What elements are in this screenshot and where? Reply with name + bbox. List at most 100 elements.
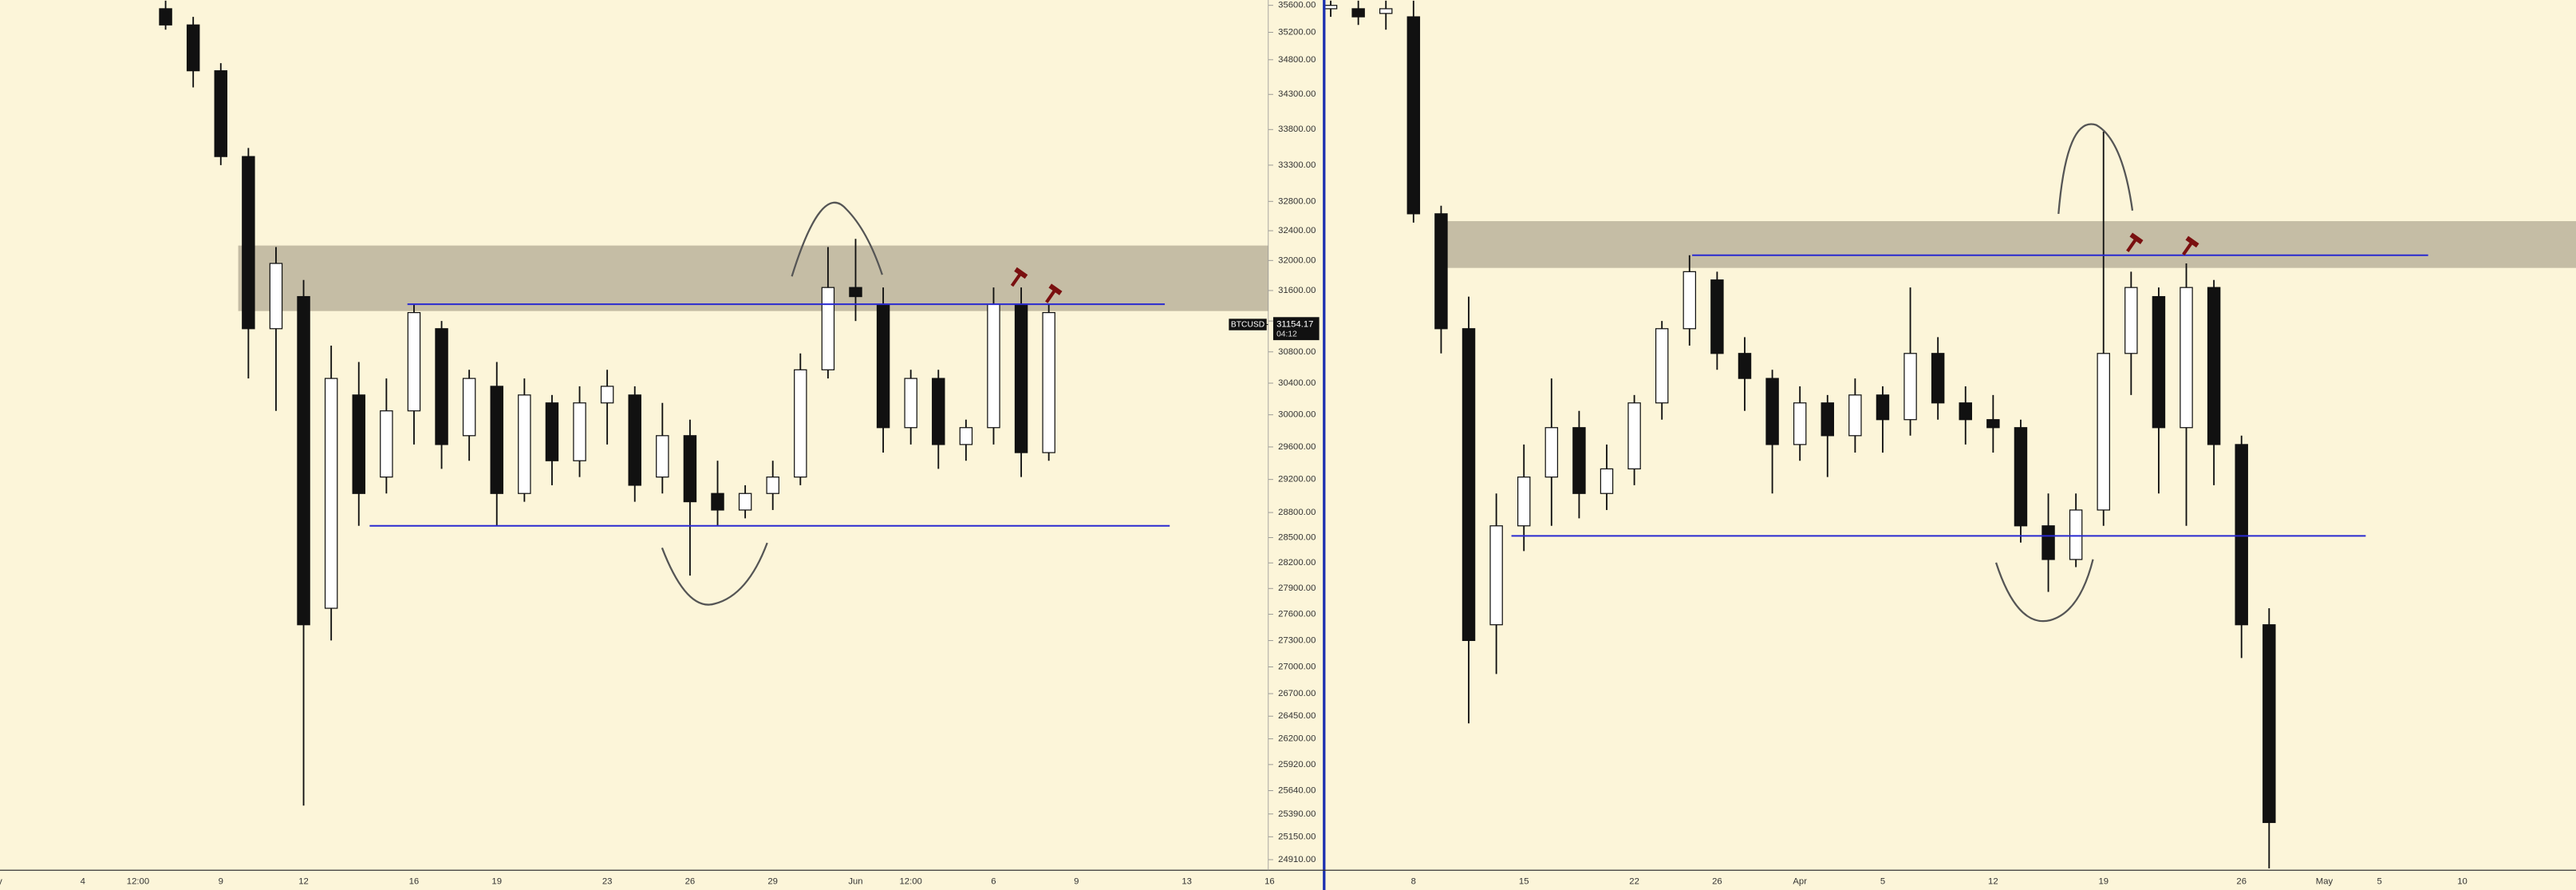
y-tick-label: 26200.00 [1278,734,1316,744]
y-tick-label: 25640.00 [1278,785,1316,795]
supply-zone [1446,221,2576,268]
x-tick-label: 26 [2236,877,2247,887]
y-tick-label: 25920.00 [1278,760,1316,769]
x-tick-label: 12 [1988,877,1998,887]
candle-body [932,378,945,445]
hammer-icon [2182,235,2199,256]
x-tick-label: 8 [1411,877,1416,887]
symbol-tag [1229,318,1267,330]
hammer-icons [1010,232,2199,303]
y-tick-label: 34300.00 [1278,89,1316,99]
candle-body [1793,402,1807,445]
x-tick-label: Jun [848,877,862,887]
hammer-icon [1045,283,1063,303]
candle-body [242,156,255,330]
y-tick-label: 32400.00 [1278,226,1316,235]
price-tag-label: 31154.17 [1276,320,1313,330]
candle-body [1042,311,1055,453]
y-tick-label: 31600.00 [1278,286,1316,295]
y-tick-label: 33300.00 [1278,160,1316,170]
hammer-icon [1010,267,1028,287]
drawn-arc [791,201,883,277]
candle-body [1600,468,1614,494]
x-tick-label: May [2316,877,2333,887]
y-tick-label: 27600.00 [1278,610,1316,619]
candle-body [1655,328,1669,404]
candle-body [2207,287,2221,445]
y-tick-label: 26700.00 [1278,689,1316,698]
x-tick-label: 19 [491,877,502,887]
candle-body [1903,353,1917,421]
candle-body [1462,328,1476,642]
candle-body [2152,295,2166,429]
candle-body [518,394,531,494]
candle-body [1959,402,1972,421]
candle-body [159,8,172,26]
plot: 35600.00 35200.00 34800.00 34300.00 33800.00… [0,1,2468,887]
drawn-arc [2057,123,2134,215]
countdown-label: 04:12 [1276,330,1297,339]
candle-body [297,295,310,626]
x-tick-label: 9 [1074,877,1079,887]
x-tick-label: y [0,877,2,887]
candle-body [352,394,365,494]
candle-body [407,311,421,412]
x-tick-label: 4 [81,877,85,887]
x-tick-label: 23 [602,877,613,887]
candle-body [959,427,973,445]
y-tick-label: 28500.00 [1278,532,1316,542]
x-tick-label: 5 [1880,877,1885,887]
candle-body [1931,353,1945,404]
y-tick-label: 34800.00 [1278,55,1316,65]
y-tick-label: 25390.00 [1278,809,1316,819]
y-tick-label: 29200.00 [1278,475,1316,485]
x-tick-label: 6 [991,877,996,887]
candle-body [987,303,1000,429]
x-tick-label: 10 [2457,877,2468,887]
candle-body [1379,8,1393,14]
candle-body [186,24,200,72]
candle-body [1986,419,2000,429]
symbol-label: BTCUSD [1231,320,1264,329]
x-tick-label: Apr [1793,877,1807,887]
drawn-arc [661,542,768,606]
y-tick-label: 28200.00 [1278,558,1316,568]
candle-body [2180,287,2193,429]
candle-body [683,435,697,503]
x-tick-label: 13 [1181,877,1192,887]
candle-body [1876,394,1890,421]
x-tick-label: 12:00 [900,877,922,887]
candle-body [1738,353,1752,379]
candle-body [1014,303,1028,453]
candle-body [656,435,669,478]
hammer-icon [2126,232,2144,252]
candle-body [380,410,393,478]
candle-body [573,402,586,461]
x-tick-label: 29 [767,877,778,887]
candle-body [1517,477,1531,527]
candle-body [876,303,890,429]
y-tick-label: 30400.00 [1278,378,1316,388]
y-tick-label: 29600.00 [1278,442,1316,452]
y-tick-label: 27000.00 [1278,663,1316,672]
candle-body [1821,402,1835,437]
candle-body [2041,525,2055,560]
y-tick-label: 27300.00 [1278,635,1316,645]
y-tick-label: 32800.00 [1278,196,1316,206]
candle-body [849,287,862,298]
x-tick-label: 9 [219,877,223,887]
candle-body [628,394,641,486]
candle-body [1765,378,1779,445]
y-tick-label: 28800.00 [1278,508,1316,517]
price-tag [1272,317,1320,341]
candle-body [600,386,614,404]
y-tick-label: 24910.00 [1278,855,1316,864]
x-tick-label: 22 [1629,877,1639,887]
y-tick-label: 30000.00 [1278,410,1316,420]
x-tick-label: 16 [1264,877,1275,887]
y-tick-label: 35200.00 [1278,28,1316,38]
candle-body [545,402,559,461]
candle-body [1710,279,1724,354]
candle-body [2124,287,2138,354]
